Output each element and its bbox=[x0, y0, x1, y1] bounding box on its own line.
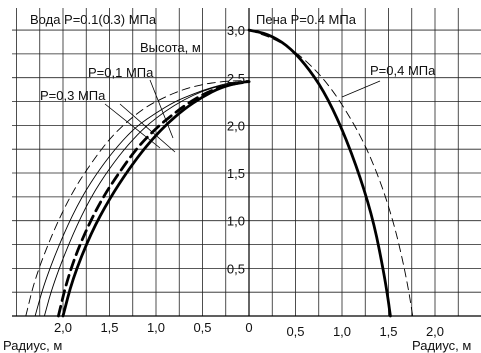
series-line-left-3 bbox=[43, 81, 250, 317]
series-line-left-2 bbox=[34, 81, 250, 317]
series-line-left-0 bbox=[61, 80, 251, 318]
x-tick-label-right: 2,0 bbox=[426, 324, 444, 339]
series-line-left-1 bbox=[57, 80, 251, 318]
series-line-right-5 bbox=[247, 28, 392, 318]
series-line-left-4 bbox=[25, 80, 250, 317]
y-tick-label: 3,0 bbox=[227, 23, 245, 38]
annotation-p03: Р=0,3 МПа bbox=[40, 88, 106, 103]
series-line-right-6 bbox=[248, 29, 414, 317]
annotation-leader bbox=[149, 79, 174, 139]
x-tick-label-right: 0,5 bbox=[286, 324, 304, 339]
x-tick-label-left: 1,5 bbox=[100, 320, 118, 335]
annotation-p04: Р=0,4 МПа bbox=[370, 63, 436, 78]
x-tick-label-right: 1,5 bbox=[379, 324, 397, 339]
annotation-leader bbox=[341, 80, 381, 98]
annotation-leader bbox=[104, 103, 161, 149]
annotation-leader bbox=[119, 103, 176, 153]
annotation-p01: Р=0,1 МПа bbox=[88, 65, 154, 80]
y-tick-label: 1,0 bbox=[227, 214, 245, 229]
y-tick-label: 2,5 bbox=[227, 71, 245, 86]
annotation-leaders bbox=[104, 79, 381, 153]
x-tick-label-left: 2,0 bbox=[54, 320, 72, 335]
y-tick-label: 0,5 bbox=[227, 261, 245, 276]
tick-labels: 2,0 1,5 1,0 0,5 0 0,5 1,0 1,5 2,0 3,0 2,5 2,0 1,5 1,0… bbox=[54, 23, 444, 339]
y-tick-label: 2,0 bbox=[227, 118, 245, 133]
x-tick-label-left: 1,0 bbox=[147, 320, 165, 335]
y-tick-label: 1,5 bbox=[227, 166, 245, 181]
x-tick-label-left: 0 bbox=[245, 320, 252, 335]
x-tick-label-right: 1,0 bbox=[333, 324, 351, 339]
axes bbox=[12, 8, 481, 317]
grid bbox=[12, 8, 481, 317]
panel-title-right: Пена Р=0.4 МПа bbox=[256, 12, 357, 27]
x-tick-label-left: 0,5 bbox=[193, 320, 211, 335]
series-curves bbox=[25, 28, 414, 318]
x-axis-label-right: Радиус, м bbox=[412, 338, 471, 353]
y-axis-label: Высота, м bbox=[140, 40, 201, 55]
x-axis-label-left: Радиус, м bbox=[3, 338, 62, 353]
panel-title-left: Вода Р=0.1(0.3) МПа bbox=[30, 12, 157, 27]
